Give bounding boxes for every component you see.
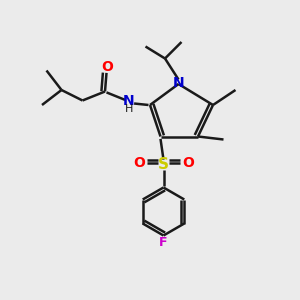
Text: N: N — [123, 94, 135, 108]
Text: O: O — [133, 156, 145, 170]
Text: O: O — [101, 61, 113, 74]
Text: O: O — [182, 156, 194, 170]
Text: N: N — [173, 76, 184, 90]
Text: H: H — [125, 104, 133, 114]
Text: F: F — [159, 236, 168, 249]
Text: S: S — [158, 157, 169, 172]
